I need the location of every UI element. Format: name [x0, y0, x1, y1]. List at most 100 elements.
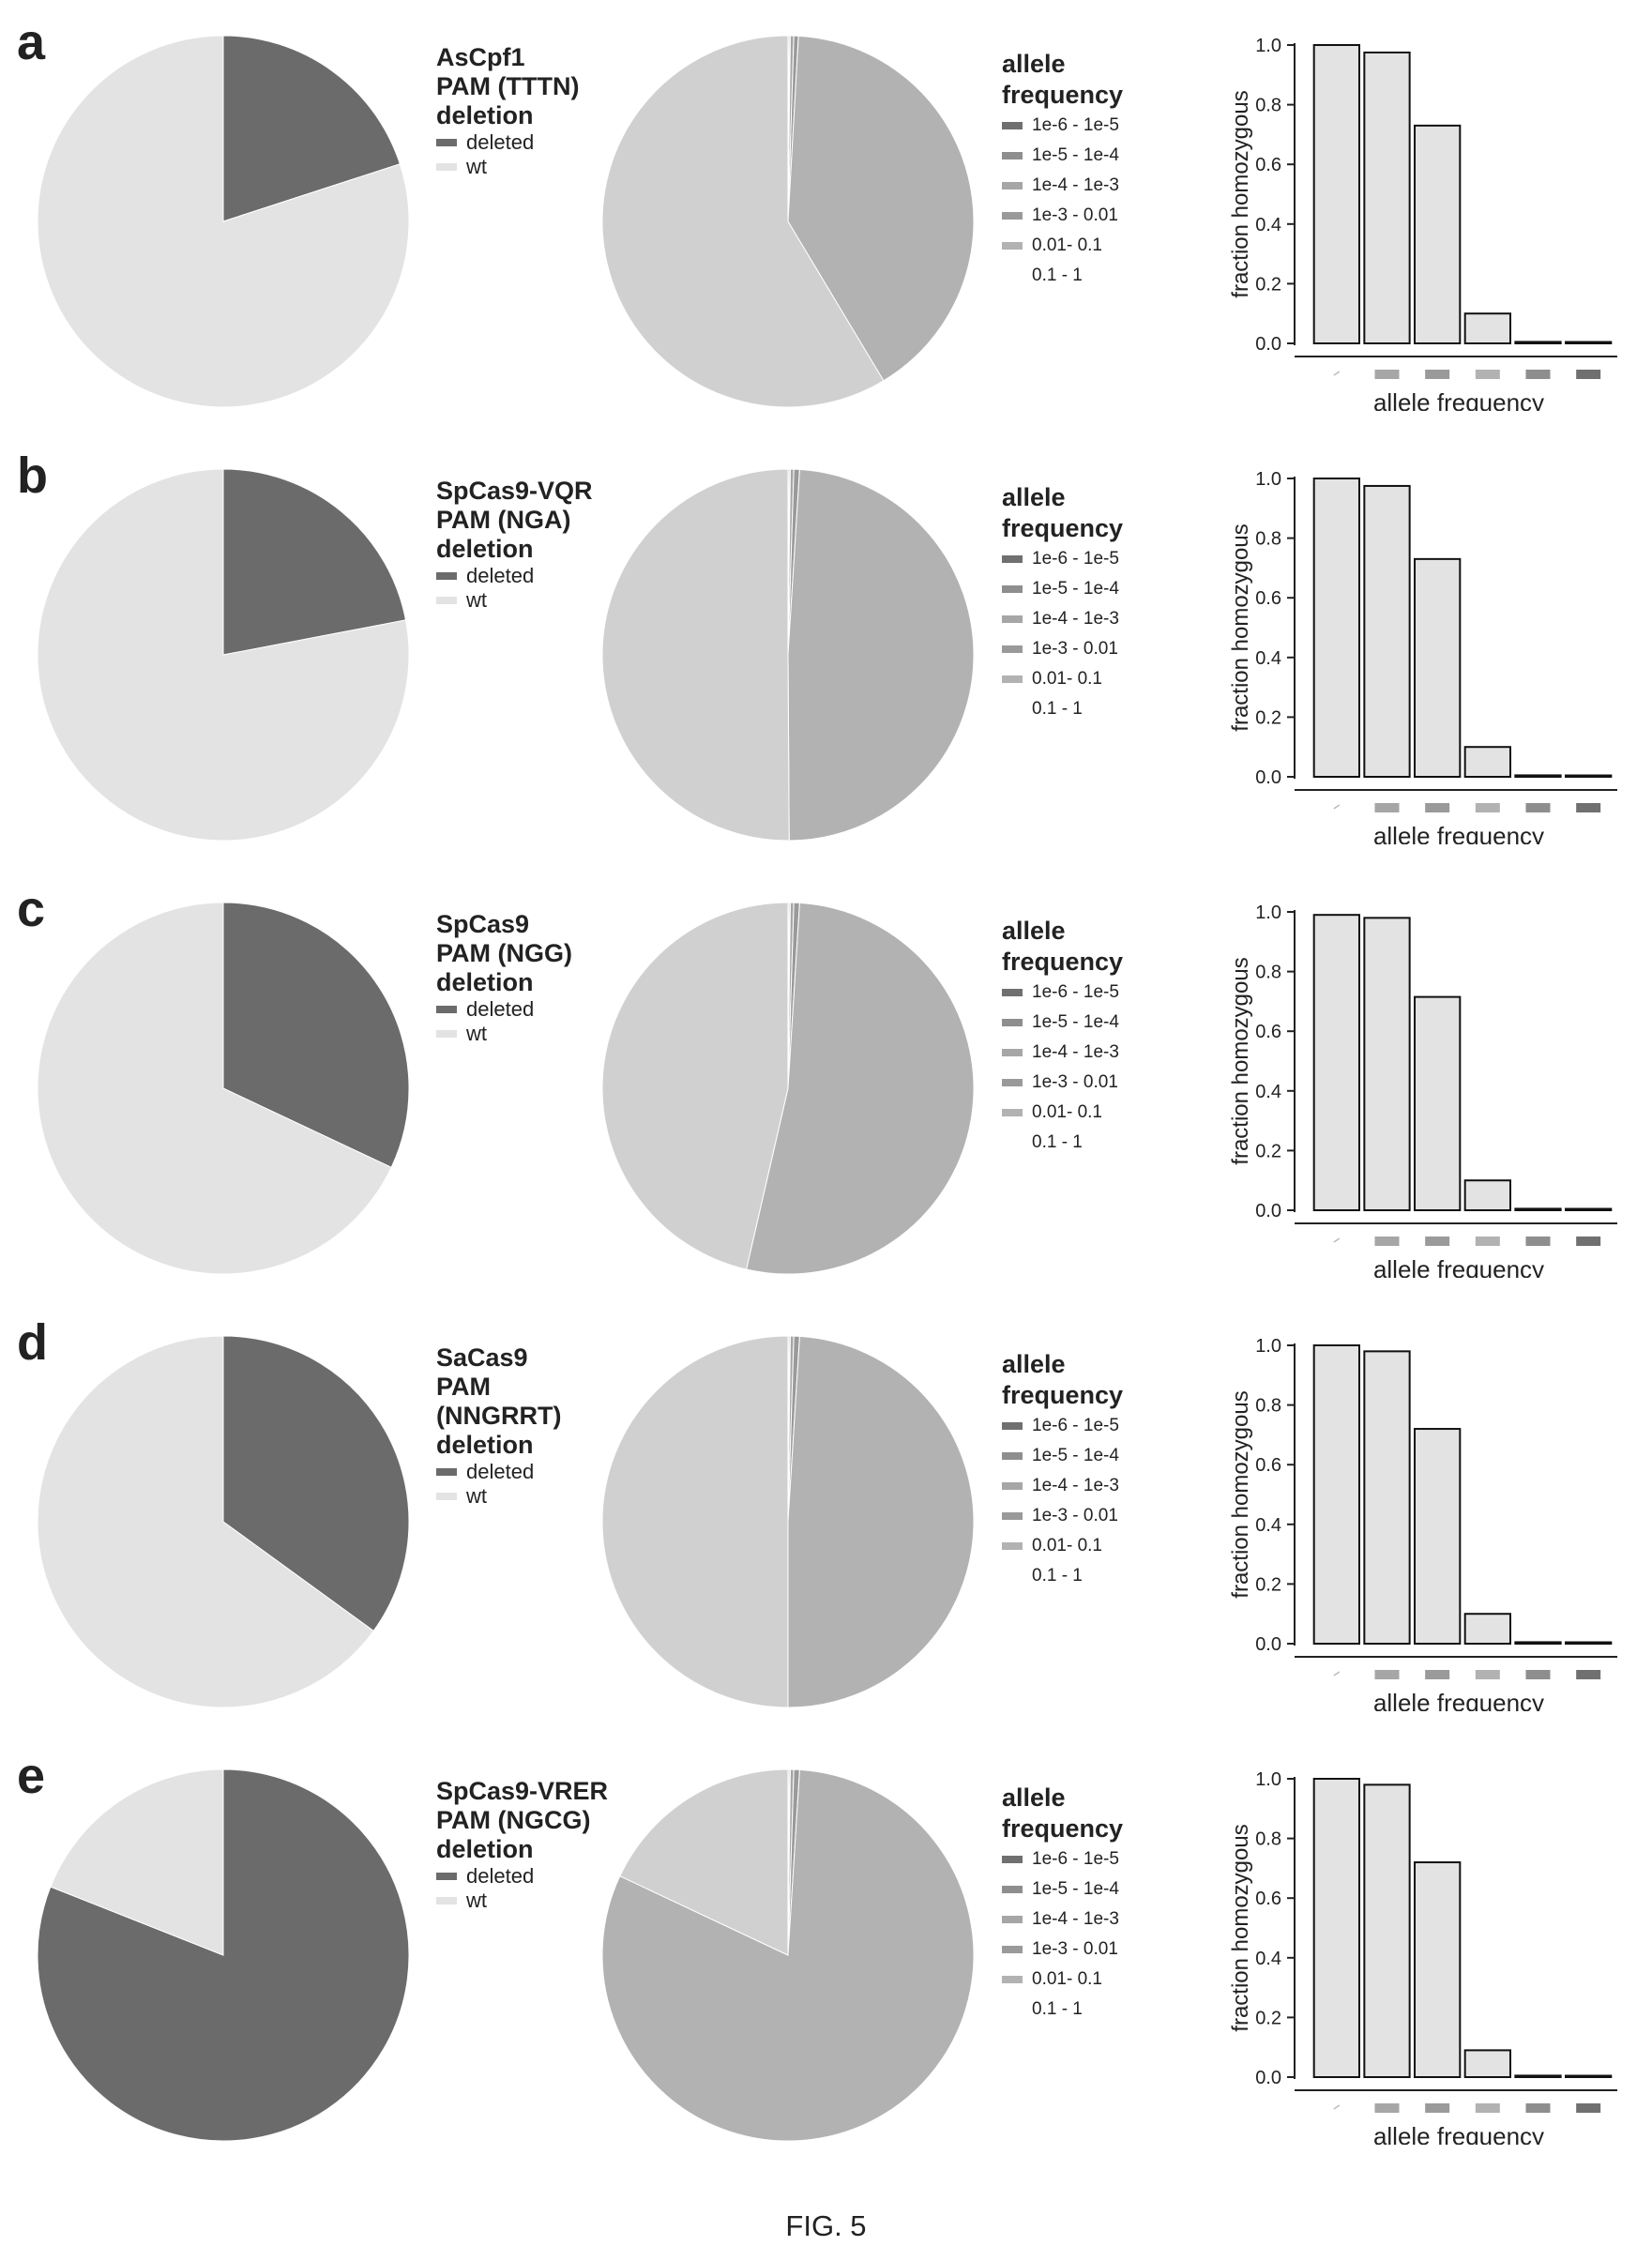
pie-slice-0-01-0-1 [787, 468, 975, 842]
legend-swatch [436, 1030, 457, 1038]
deletion-legend-title-line: (NNGRRT) [436, 1402, 562, 1430]
allele-legend-item: 1e-4 - 1e-3 [1002, 604, 1208, 634]
allele-legend-item: 1e-6 - 1e-5 [1002, 1411, 1208, 1441]
deletion-legend-title-line: PAM (TTTN) [436, 72, 580, 100]
legend-label: 0.01- 0.1 [1032, 669, 1102, 689]
legend-label: deleted [466, 997, 535, 1021]
legend-label: 1e-3 - 0.01 [1032, 1939, 1118, 1959]
allele-legend-item: 1e-4 - 1e-3 [1002, 1471, 1208, 1501]
deletion-legend-title-line: PAM (NGG) [436, 939, 572, 967]
y-tick-label: 0.2 [1255, 1141, 1281, 1161]
legend-swatch [1002, 645, 1023, 653]
pie-slice-0-01-0-1 [787, 35, 975, 382]
deletion-legend-title-line: AsCpf1 [436, 43, 525, 71]
deletion-legend-title-line: deletion [436, 1835, 534, 1863]
allele-legend-title-line: frequency [1002, 81, 1124, 109]
allele-legend-item: 0.1 - 1 [1002, 1995, 1208, 2025]
x-tick-swatch-5 [1525, 370, 1551, 379]
y-tick-label: 0.2 [1255, 707, 1281, 728]
y-axis-label: fraction homozygous [1228, 957, 1253, 1164]
legend-swatch [1002, 675, 1023, 683]
x-tick-swatch-6 [1576, 1670, 1601, 1679]
bar-4 [1463, 1613, 1511, 1646]
panel-letter: c [17, 881, 46, 937]
pie-slice-0-1-1 [601, 35, 885, 408]
y-tick-label: 0.2 [1255, 274, 1281, 295]
x-tick-swatch-6 [1576, 370, 1601, 379]
deletion-legend-title-line: deletion [436, 968, 534, 996]
x-tick-swatch-4 [1475, 1670, 1500, 1679]
legend-swatch [1002, 1139, 1023, 1146]
y-tick-label: 1.0 [1255, 469, 1281, 490]
allele-legend-item: 1e-3 - 0.01 [1002, 201, 1208, 231]
legend-label: 1e-6 - 1e-5 [1032, 549, 1119, 569]
allele-frequency-legend: allele frequency 1e-6 - 1e-5 1e-5 - 1e-4 1e-… [1002, 916, 1208, 1158]
allele-frequency-pie [601, 1335, 975, 1708]
legend-label: wt [466, 1484, 487, 1508]
bar-chart-fraction-homozygous: 0.0 0.2 0.4 0.6 0.8 1.0 fraction homozygous all… [1228, 1336, 1617, 1717]
x-tick-swatch-5 [1525, 2103, 1551, 2113]
x-axis-label: allele frequency [1373, 388, 1544, 411]
allele-legend-title-line: allele [1002, 1783, 1066, 1812]
allele-legend-item: 1e-3 - 0.01 [1002, 1068, 1208, 1098]
y-tick-label: 0.6 [1255, 1889, 1281, 1909]
legend-swatch [1002, 1916, 1023, 1923]
deletion-pie [37, 1768, 410, 2142]
bar-2 [1363, 917, 1411, 1212]
deletion-legend-item-wt: wt [436, 1484, 661, 1509]
x-tick-swatch-2 [1374, 803, 1400, 812]
x-tick-swatch-4 [1475, 803, 1500, 812]
deletion-legend-title-line: SpCas9 [436, 910, 530, 938]
allele-legend-item: 1e-4 - 1e-3 [1002, 171, 1208, 201]
legend-swatch [1002, 1482, 1023, 1490]
x-tick-swatch-1 [1333, 804, 1341, 810]
allele-frequency-legend: allele frequency 1e-6 - 1e-5 1e-5 - 1e-4 1e-… [1002, 482, 1208, 724]
legend-swatch [1002, 212, 1023, 220]
x-axis-label: allele frequency [1373, 822, 1544, 844]
deletion-legend-title-line: SpCas9-VQR [436, 477, 593, 505]
panel-letter: e [17, 1748, 46, 1804]
deletion-legend: SaCas9 PAM (NNGRRT) deletion deleted wt [436, 1343, 661, 1509]
legend-swatch [436, 597, 457, 604]
legend-label: wt [466, 155, 487, 178]
legend-swatch [1002, 1572, 1023, 1580]
allele-legend-title-line: frequency [1002, 1381, 1124, 1409]
bar-1 [1312, 1778, 1360, 2078]
bar-chart-fraction-homozygous: 0.0 0.2 0.4 0.6 0.8 1.0 fraction homozygous all… [1228, 36, 1617, 417]
y-tick-label: 1.0 [1255, 1769, 1281, 1790]
legend-label: 1e-3 - 0.01 [1032, 639, 1118, 659]
bar-chart-fraction-homozygous: 0.0 0.2 0.4 0.6 0.8 1.0 fraction homozygous all… [1228, 1769, 1617, 2150]
bar-5 [1514, 1207, 1562, 1212]
x-tick-swatch-1 [1333, 2104, 1341, 2110]
legend-label: wt [466, 588, 487, 612]
y-tick-label: 0.2 [1255, 2008, 1281, 2028]
y-axis-label: fraction homozygous [1228, 1824, 1253, 2031]
panel-letter: a [17, 14, 46, 70]
allele-legend-item: 1e-5 - 1e-4 [1002, 1008, 1208, 1038]
allele-legend-item: 1e-3 - 0.01 [1002, 1935, 1208, 1965]
legend-swatch [436, 1873, 457, 1880]
allele-legend-item: 1e-6 - 1e-5 [1002, 1844, 1208, 1874]
bar-3 [1414, 1861, 1462, 2079]
legend-label: 1e-5 - 1e-4 [1032, 579, 1119, 599]
panel-e: e SpCas9-VRER PAM (NGCG) deletion deleted wt a… [0, 1751, 1652, 2184]
pie-slice-wt [37, 1335, 374, 1708]
legend-label: 1e-5 - 1e-4 [1032, 1012, 1119, 1032]
legend-label: 0.01- 0.1 [1032, 1102, 1102, 1122]
deletion-legend-item-wt: wt [436, 1889, 661, 1913]
legend-swatch [1002, 1886, 1023, 1893]
legend-label: 1e-4 - 1e-3 [1032, 175, 1119, 195]
allele-legend-item: 1e-4 - 1e-3 [1002, 1038, 1208, 1068]
legend-swatch [1002, 242, 1023, 250]
legend-swatch [1002, 2006, 1023, 2013]
legend-swatch [436, 1468, 457, 1476]
allele-frequency-pie-chart [600, 1768, 976, 2147]
panel-letter: b [17, 448, 48, 504]
allele-frequency-legend: allele frequency 1e-6 - 1e-5 1e-5 - 1e-4 1e-… [1002, 49, 1208, 291]
pie-slice-wt [37, 468, 410, 842]
legend-swatch [436, 572, 457, 580]
legend-label: 0.1 - 1 [1032, 266, 1083, 285]
deletion-legend: SpCas9 PAM (NGG) deletion deleted wt [436, 910, 661, 1046]
y-tick-label: 0.0 [1255, 1634, 1281, 1655]
y-tick-label: 0.8 [1255, 1829, 1281, 1850]
